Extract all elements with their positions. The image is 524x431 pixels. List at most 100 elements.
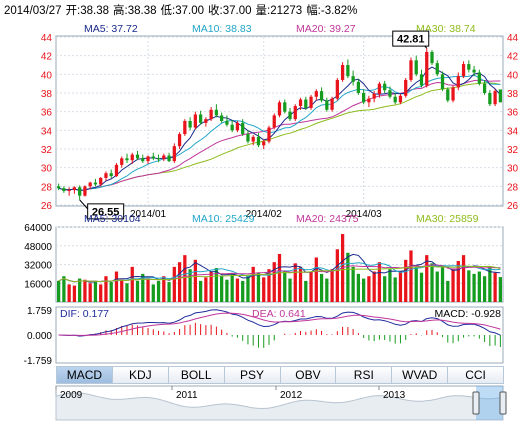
tab-cci[interactable]: CCI xyxy=(448,366,504,384)
tab-kdj[interactable]: KDJ xyxy=(112,366,169,384)
candle-body xyxy=(214,109,219,116)
volume-bar xyxy=(467,270,471,302)
candle-body xyxy=(456,76,460,88)
candle-body xyxy=(330,98,334,110)
volume-bar xyxy=(435,271,439,302)
candle-body xyxy=(314,91,318,97)
high-price-label: 42.81 xyxy=(397,34,425,46)
candle-body xyxy=(93,182,98,185)
volume-bar xyxy=(146,278,150,302)
candle-body xyxy=(409,60,413,80)
price-panel xyxy=(55,35,504,207)
candle-body xyxy=(419,74,424,86)
volume-bar xyxy=(230,273,234,302)
candle-body xyxy=(67,190,71,192)
header-change: 幅:-3.82% xyxy=(306,5,358,17)
volume-bar xyxy=(351,266,355,302)
candle-body xyxy=(414,60,418,75)
volume-bar xyxy=(377,262,382,302)
candle-body xyxy=(377,83,382,94)
volume-bar xyxy=(114,271,119,302)
candle-body xyxy=(298,99,303,107)
volume-bar xyxy=(488,266,492,302)
candle-body xyxy=(493,91,497,105)
candle-body xyxy=(78,187,82,196)
candle-body xyxy=(230,124,234,131)
volume-bar xyxy=(482,276,487,302)
price-ytick-right: 26 xyxy=(507,201,519,212)
candle-body xyxy=(130,154,134,161)
price-ytick-right: 42 xyxy=(507,52,519,63)
volume-ytick: 64000 xyxy=(24,223,52,234)
volume-bar xyxy=(388,269,392,302)
volume-bar xyxy=(319,273,324,302)
volume-bar xyxy=(356,273,361,302)
candle-body xyxy=(72,187,77,191)
candle-body xyxy=(204,119,208,123)
tab-boll[interactable]: BOLL xyxy=(168,366,225,384)
candle-body xyxy=(198,114,203,123)
volume-bar xyxy=(198,280,203,302)
candle-body xyxy=(188,121,192,128)
macd-legend-dif: DIF: 0.177 xyxy=(60,308,109,320)
volume-bar xyxy=(141,273,145,302)
volume-bar xyxy=(440,266,445,302)
price-ytick-left: 34 xyxy=(41,126,53,137)
candle-body xyxy=(135,154,140,159)
tab-wvad[interactable]: WVAD xyxy=(392,366,449,384)
volume-legend-item: MA20: 24375 xyxy=(296,213,359,225)
volume-bar xyxy=(135,280,140,302)
volume-bar xyxy=(167,282,171,302)
volume-bar xyxy=(277,253,282,302)
volume-bar xyxy=(335,249,339,302)
volume-bar xyxy=(288,278,292,302)
candle-body xyxy=(277,102,282,116)
volume-bar xyxy=(241,280,245,302)
candle-body xyxy=(340,65,345,80)
volume-bar xyxy=(498,277,503,302)
indicator-tabs: MACD KDJ BOLL PSY OBV RSI WVAD CCI xyxy=(56,366,504,384)
volume-bar xyxy=(414,266,418,302)
candle-body xyxy=(151,156,155,159)
volume-bar xyxy=(425,255,429,302)
volume-bar xyxy=(262,277,266,302)
tab-psy[interactable]: PSY xyxy=(224,366,281,384)
volume-bar xyxy=(272,262,276,302)
volume-bar xyxy=(461,255,466,302)
low-callout-box xyxy=(87,203,125,220)
volume-bar xyxy=(409,250,413,302)
volume-bar xyxy=(446,280,450,302)
candle-body xyxy=(440,74,445,90)
candle-body xyxy=(451,87,455,101)
volume-ma30-line xyxy=(58,265,501,283)
price-ytick-left: 28 xyxy=(41,182,53,193)
volume-bar xyxy=(209,271,213,302)
price-ytick-right: 38 xyxy=(507,89,519,100)
volume-bar xyxy=(404,259,408,302)
volume-bar xyxy=(162,276,166,302)
overview-selection xyxy=(476,386,503,420)
tab-obv[interactable]: OBV xyxy=(280,366,337,384)
tab-macd[interactable]: MACD xyxy=(56,366,113,384)
volume-legend-item: MA5: 30104 xyxy=(84,213,141,225)
volume-bar xyxy=(235,278,240,302)
macd-ytick: -1.759 xyxy=(24,356,53,367)
candle-body xyxy=(430,51,434,64)
volume-bar xyxy=(330,269,334,302)
volume-bar xyxy=(293,263,297,302)
volume-bar xyxy=(430,263,434,302)
price-ytick-right: 36 xyxy=(507,108,519,119)
volume-bar xyxy=(372,271,376,302)
volume-bar xyxy=(298,266,303,302)
tab-rsi[interactable]: RSI xyxy=(336,366,393,384)
candle-body xyxy=(56,186,61,189)
low-price-label: 26.55 xyxy=(92,206,120,218)
volume-bar xyxy=(99,284,103,302)
volume-bar xyxy=(246,276,250,302)
overview-year-label: 2013 xyxy=(383,390,406,401)
candle-body xyxy=(404,79,408,96)
volume-bar xyxy=(256,272,261,302)
candle-body xyxy=(246,134,250,142)
candle-body xyxy=(156,158,161,160)
